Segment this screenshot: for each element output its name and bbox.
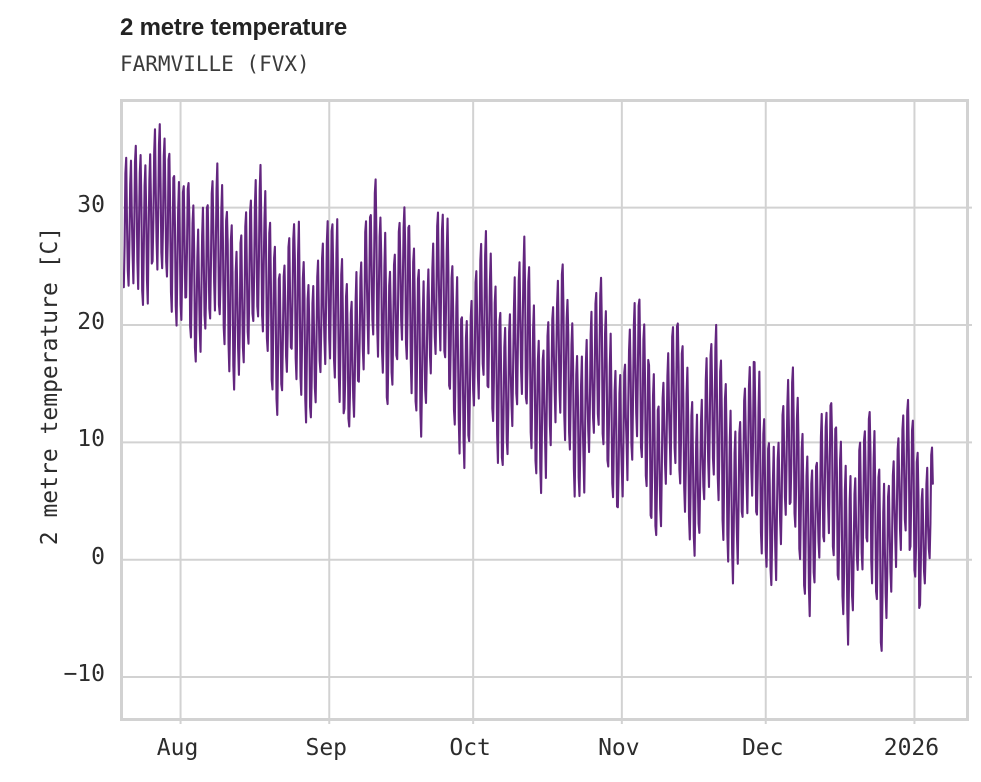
x-tick-label: Nov <box>598 735 640 761</box>
x-tick-label: Dec <box>741 735 784 761</box>
y-axis-tick-labels: 30 20 10 0 −10 <box>0 0 105 782</box>
page-title: 2 metre temperature <box>120 14 347 41</box>
x-tick-label: 2026 <box>883 735 940 761</box>
series-lines <box>123 123 934 652</box>
y-tick-label: 20 <box>77 308 105 335</box>
chart-subtitle: FARMVILLE (FVX) <box>120 52 310 76</box>
y-tick-label: 30 <box>77 191 105 218</box>
plot-area <box>120 99 972 724</box>
timeseries-plot <box>123 102 972 724</box>
x-tick-label: Oct <box>449 735 491 761</box>
x-tick-label: Aug <box>156 735 199 761</box>
y-tick-label: 10 <box>77 426 105 453</box>
series-line-2-metre-temperature <box>123 123 934 652</box>
y-tick-label: 0 <box>91 543 105 570</box>
x-tick-label: Sep <box>305 735 348 761</box>
y-tick-label: −10 <box>63 661 105 688</box>
